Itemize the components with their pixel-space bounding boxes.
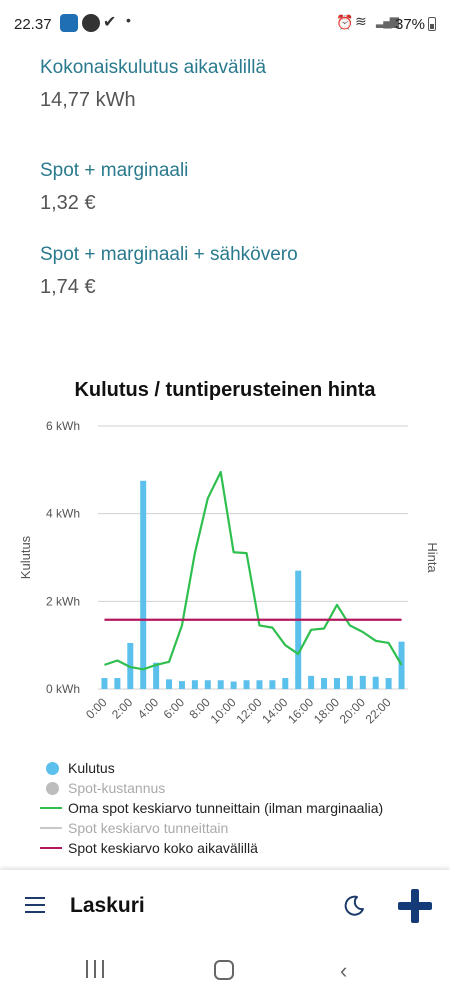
menu-icon[interactable] [25, 897, 45, 913]
x-tick-label: 16:00 [285, 695, 316, 726]
check-icon: ✔ [103, 14, 117, 31]
bar-kulutus [398, 641, 405, 689]
line-own-spot [104, 470, 403, 671]
bar-kulutus [372, 676, 379, 689]
y2-axis-title: Hinta [425, 542, 440, 573]
legend-dot-icon [46, 782, 59, 795]
home-icon[interactable] [214, 960, 234, 980]
app-icon [82, 14, 100, 32]
legend-item[interactable]: Kulutus [40, 758, 383, 778]
legend-label: Spot-kustannus [68, 780, 166, 796]
legend-label: Kulutus [68, 760, 115, 776]
chart-legend: Kulutus Spot-kustannus Oma spot keskiarvo … [40, 758, 383, 858]
bar-kulutus [321, 678, 328, 689]
metric-value: 14,77 kWh [40, 89, 136, 111]
metric-label: Spot + marginaali + sähkövero [40, 244, 298, 265]
x-tick-label: 6:00 [161, 695, 188, 722]
metric-label: Kokonaiskulutus aikavälillä [40, 57, 267, 78]
metric-value: 1,74 € [40, 276, 96, 298]
x-tick-label: 20:00 [337, 695, 368, 726]
recent-apps-icon[interactable] [86, 960, 106, 978]
x-tick-label: 22:00 [363, 695, 394, 726]
metric-label: Spot + marginaali [40, 160, 189, 181]
y-tick-label: 4 kWh [46, 507, 80, 521]
legend-item[interactable]: Oma spot keskiarvo tunneittain (ilman ma… [40, 798, 383, 818]
legend-label: Oma spot keskiarvo tunneittain (ilman ma… [68, 800, 384, 816]
bar-kulutus [282, 678, 289, 689]
bar-kulutus [114, 678, 121, 689]
bar-kulutus [191, 680, 198, 689]
status-bar: 22.37 ✔ • ⏰ ≋ ▂▄▆ 37% [0, 0, 450, 48]
x-tick-label: 12:00 [233, 695, 264, 726]
wifi-icon: ≋ [355, 13, 367, 29]
bar-kulutus [308, 675, 315, 689]
y-tick-label: 0 kWh [46, 682, 80, 696]
bar-kulutus [153, 662, 160, 689]
y-tick-label: 6 kWh [46, 419, 80, 433]
bar-kulutus [385, 678, 392, 689]
bar-kulutus [243, 680, 250, 689]
dot-icon: • [126, 12, 131, 28]
legend-item[interactable]: Spot keskiarvo koko aikavälillä [40, 838, 383, 858]
alarm-icon: ⏰ [336, 14, 354, 30]
bar-kulutus [256, 680, 263, 689]
legend-item[interactable]: Spot keskiarvo tunneittain [40, 818, 383, 838]
bar-kulutus [217, 680, 224, 689]
metric-value: 1,32 € [40, 192, 96, 214]
x-tick-label: 10:00 [208, 695, 239, 726]
x-tick-label: 2:00 [109, 695, 136, 722]
battery-icon [428, 17, 436, 31]
bar-kulutus [295, 570, 302, 689]
bar-kulutus [269, 680, 276, 689]
app-icon [60, 14, 78, 32]
system-nav-bar: ‹ [0, 942, 450, 1000]
battery-percent: 37% [395, 16, 426, 33]
legend-line-icon [40, 807, 62, 809]
x-tick-label: 18:00 [311, 695, 342, 726]
bar-kulutus [230, 681, 237, 689]
app-title: Laskuri [70, 894, 145, 917]
back-icon[interactable]: ‹ [340, 958, 348, 983]
bar-kulutus [140, 480, 147, 689]
bar-kulutus [333, 678, 340, 689]
legend-line-icon [40, 827, 62, 829]
status-time: 22.37 [14, 16, 52, 33]
legend-label: Spot keskiarvo tunneittain [68, 820, 229, 836]
bar-kulutus [178, 681, 185, 689]
y-axis-title: Kulutus [18, 535, 33, 579]
bar-kulutus [346, 675, 353, 689]
x-tick-label: 14:00 [259, 695, 290, 726]
bottom-app-bar: Laskuri [0, 870, 450, 942]
x-tick-label: 4:00 [135, 695, 162, 722]
bar-kulutus [204, 680, 211, 689]
consumption-price-chart: 0 kWh 2 kWh 4 kWh 6 kWh Kulutus Hinta 0:00 2:00… [18, 419, 440, 726]
bar-kulutus [166, 679, 173, 689]
x-tick-label: 0:00 [83, 695, 110, 722]
bar-kulutus [359, 675, 366, 689]
signal-icon: ▂▄▆ [376, 14, 399, 28]
legend-line-icon [40, 847, 62, 849]
legend-item[interactable]: Spot-kustannus [40, 778, 383, 798]
legend-dot-icon [46, 762, 59, 775]
plus-icon[interactable] [398, 889, 432, 923]
y-tick-label: 2 kWh [46, 594, 80, 608]
bar-kulutus [101, 678, 108, 689]
legend-label: Spot keskiarvo koko aikavälillä [68, 840, 258, 856]
moon-icon[interactable] [342, 894, 366, 918]
chart-title: Kulutus / tuntiperusteinen hinta [74, 379, 376, 401]
